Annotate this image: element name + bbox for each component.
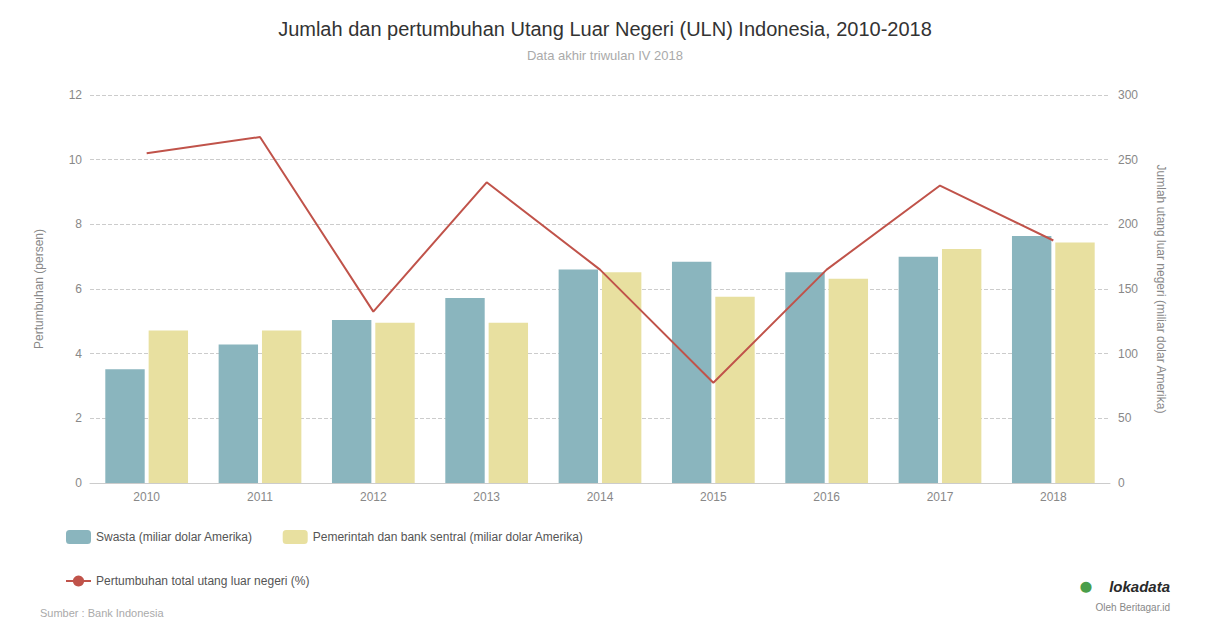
svg-text:Jumlah dan pertumbuhan Utang L: Jumlah dan pertumbuhan Utang Luar Negeri… bbox=[278, 18, 932, 40]
svg-text:2012: 2012 bbox=[360, 490, 387, 504]
svg-text:Pertumbuhan (persen): Pertumbuhan (persen) bbox=[32, 229, 46, 349]
svg-text:2013: 2013 bbox=[473, 490, 500, 504]
svg-text:10: 10 bbox=[69, 153, 83, 167]
svg-text:Sumber : Bank Indonesia: Sumber : Bank Indonesia bbox=[40, 607, 164, 619]
svg-text:Jumlah utang luar negeri (mili: Jumlah utang luar negeri (miliar dolar A… bbox=[1154, 165, 1168, 414]
svg-text:50: 50 bbox=[1118, 411, 1132, 425]
svg-text:2017: 2017 bbox=[927, 490, 954, 504]
svg-text:Pertumbuhan total utang luar n: Pertumbuhan total utang luar negeri (%) bbox=[96, 574, 309, 588]
svg-text:4: 4 bbox=[75, 347, 82, 361]
svg-text:8: 8 bbox=[75, 217, 82, 231]
svg-text:2018: 2018 bbox=[1040, 490, 1067, 504]
svg-text:200: 200 bbox=[1118, 217, 1138, 231]
svg-text:300: 300 bbox=[1118, 88, 1138, 102]
svg-text:⬤: ⬤ bbox=[1080, 580, 1092, 593]
svg-text:Data akhir triwulan IV 2018: Data akhir triwulan IV 2018 bbox=[527, 48, 683, 63]
svg-text:150: 150 bbox=[1118, 282, 1138, 296]
svg-text:Pemerintah dan bank sentral (m: Pemerintah dan bank sentral (miliar dola… bbox=[313, 530, 583, 544]
svg-text:Swasta (miliar dolar Amerika): Swasta (miliar dolar Amerika) bbox=[96, 530, 252, 544]
svg-text:2011: 2011 bbox=[247, 490, 273, 504]
svg-text:0: 0 bbox=[1118, 476, 1125, 490]
svg-text:lokadata: lokadata bbox=[1109, 578, 1170, 595]
svg-text:0: 0 bbox=[75, 476, 82, 490]
svg-text:Oleh Beritagar.id: Oleh Beritagar.id bbox=[1096, 602, 1171, 613]
svg-text:2016: 2016 bbox=[813, 490, 840, 504]
svg-text:250: 250 bbox=[1118, 153, 1138, 167]
svg-text:2: 2 bbox=[75, 411, 82, 425]
svg-text:2014: 2014 bbox=[587, 490, 614, 504]
svg-text:6: 6 bbox=[75, 282, 82, 296]
svg-text:2010: 2010 bbox=[133, 490, 160, 504]
svg-text:12: 12 bbox=[69, 88, 83, 102]
svg-text:2015: 2015 bbox=[700, 490, 727, 504]
svg-text:100: 100 bbox=[1118, 347, 1138, 361]
